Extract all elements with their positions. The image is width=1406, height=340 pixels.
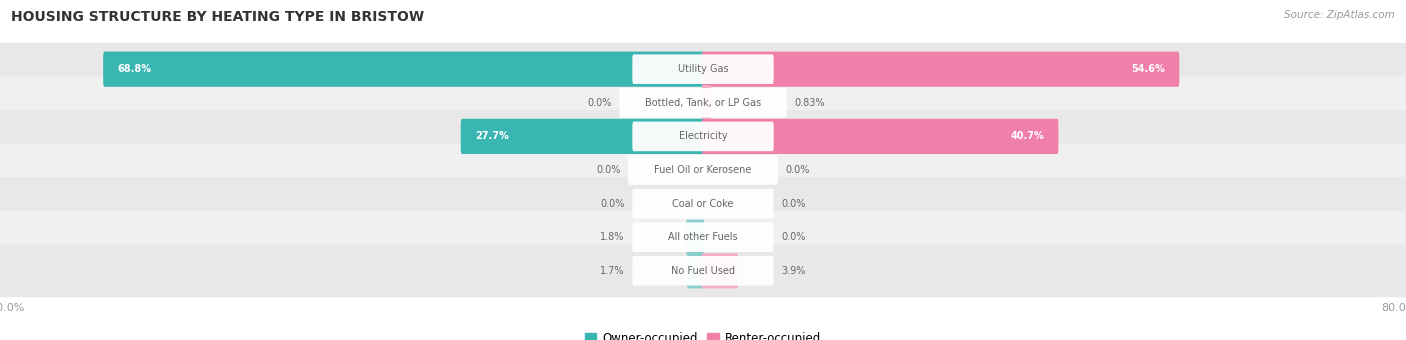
FancyBboxPatch shape	[619, 88, 787, 118]
Text: 0.0%: 0.0%	[786, 165, 810, 175]
Text: 1.8%: 1.8%	[600, 232, 624, 242]
FancyBboxPatch shape	[628, 155, 778, 185]
Text: 68.8%: 68.8%	[118, 64, 152, 74]
FancyBboxPatch shape	[0, 244, 1406, 297]
FancyBboxPatch shape	[686, 220, 704, 255]
Text: Electricity: Electricity	[679, 131, 727, 141]
Text: All other Fuels: All other Fuels	[668, 232, 738, 242]
Text: Bottled, Tank, or LP Gas: Bottled, Tank, or LP Gas	[645, 98, 761, 108]
FancyBboxPatch shape	[633, 256, 773, 286]
FancyBboxPatch shape	[633, 222, 773, 252]
Text: 54.6%: 54.6%	[1132, 64, 1166, 74]
Text: 0.0%: 0.0%	[588, 98, 612, 108]
Text: 27.7%: 27.7%	[475, 131, 509, 141]
Text: Fuel Oil or Kerosene: Fuel Oil or Kerosene	[654, 165, 752, 175]
FancyBboxPatch shape	[633, 189, 773, 218]
FancyBboxPatch shape	[702, 253, 738, 288]
Text: No Fuel Used: No Fuel Used	[671, 266, 735, 276]
Text: Utility Gas: Utility Gas	[678, 64, 728, 74]
FancyBboxPatch shape	[688, 253, 704, 288]
Text: 0.0%: 0.0%	[600, 199, 624, 209]
FancyBboxPatch shape	[0, 110, 1406, 163]
FancyBboxPatch shape	[633, 122, 773, 151]
Text: 40.7%: 40.7%	[1011, 131, 1045, 141]
Legend: Owner-occupied, Renter-occupied: Owner-occupied, Renter-occupied	[579, 328, 827, 340]
FancyBboxPatch shape	[702, 85, 711, 120]
FancyBboxPatch shape	[0, 177, 1406, 230]
Text: 0.0%: 0.0%	[596, 165, 620, 175]
Text: Source: ZipAtlas.com: Source: ZipAtlas.com	[1284, 10, 1395, 20]
FancyBboxPatch shape	[0, 43, 1406, 96]
FancyBboxPatch shape	[702, 119, 1059, 154]
Text: Coal or Coke: Coal or Coke	[672, 199, 734, 209]
FancyBboxPatch shape	[0, 76, 1406, 129]
Text: 1.7%: 1.7%	[600, 266, 624, 276]
Text: HOUSING STRUCTURE BY HEATING TYPE IN BRISTOW: HOUSING STRUCTURE BY HEATING TYPE IN BRI…	[11, 10, 425, 24]
FancyBboxPatch shape	[702, 52, 1180, 87]
Text: 3.9%: 3.9%	[782, 266, 806, 276]
FancyBboxPatch shape	[103, 52, 704, 87]
FancyBboxPatch shape	[633, 54, 773, 84]
FancyBboxPatch shape	[461, 119, 704, 154]
FancyBboxPatch shape	[0, 211, 1406, 264]
Text: 0.0%: 0.0%	[782, 199, 806, 209]
Text: 0.83%: 0.83%	[794, 98, 825, 108]
Text: 0.0%: 0.0%	[782, 232, 806, 242]
FancyBboxPatch shape	[0, 143, 1406, 197]
